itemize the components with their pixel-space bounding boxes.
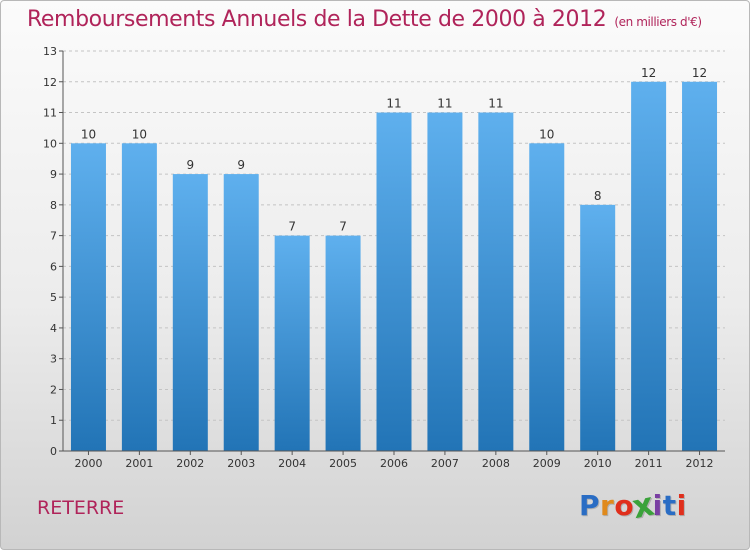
y-tick-label: 4	[50, 322, 57, 335]
bar	[529, 143, 565, 452]
data-label: 10	[132, 127, 147, 141]
y-tick-label: 8	[50, 199, 57, 212]
data-label: 11	[386, 97, 401, 111]
x-tick-label: 2001	[125, 457, 153, 470]
data-label: 7	[339, 220, 347, 234]
bar	[274, 235, 310, 451]
data-label: 10	[81, 127, 96, 141]
x-axis: 2000 2001 2002 2003 2004 2005 2006 2007 2008 2009…	[63, 450, 725, 470]
y-tick-label: 0	[50, 445, 57, 458]
data-label: 11	[437, 97, 452, 111]
place-name: RETERRE	[37, 497, 125, 519]
bar	[631, 81, 667, 452]
x-tick-label: 2003	[227, 457, 255, 470]
data-label: 12	[641, 66, 656, 80]
x-tick-label: 2007	[431, 457, 459, 470]
y-tick-label: 6	[50, 260, 57, 273]
bar	[70, 143, 106, 452]
x-tick-label: 2002	[176, 457, 204, 470]
bar	[325, 235, 361, 451]
y-tick-label: 5	[50, 291, 57, 304]
x-tick-label: 2004	[278, 457, 306, 470]
data-label: 11	[488, 97, 503, 111]
proxiti-logo: Proxiti	[579, 485, 687, 527]
y-tick-label: 3	[50, 353, 57, 366]
logo-letter: o	[614, 489, 635, 522]
bar	[172, 174, 208, 452]
bar	[223, 174, 259, 452]
bar	[478, 112, 514, 452]
logo-letter: r	[600, 489, 615, 522]
unit-subtitle: (en milliers d'€)	[614, 15, 702, 29]
x-tick-label: 2000	[74, 457, 102, 470]
data-label: 9	[186, 158, 194, 172]
data-label: 8	[594, 189, 602, 203]
y-tick-label: 11	[43, 107, 57, 120]
logo-letter: P	[579, 489, 601, 522]
y-tick-label: 12	[43, 76, 57, 89]
bar	[427, 112, 463, 452]
y-tick-label: 10	[43, 137, 57, 150]
chart-title: Remboursements Annuels de la Dette de 20…	[27, 7, 702, 32]
y-tick-label: 7	[50, 230, 57, 243]
logo-letter: i	[652, 489, 663, 522]
y-tick-label: 13	[43, 45, 57, 58]
bars: 10 10 9 9 7 7 11 11 11 10 8 12 12	[70, 66, 718, 452]
y-tick-label: 1	[50, 414, 57, 427]
x-tick-label: 2010	[584, 457, 612, 470]
bar	[121, 143, 157, 452]
title-text: Remboursements Annuels de la Dette de 20…	[27, 7, 607, 32]
logo-letter: t	[662, 489, 677, 522]
data-label: 12	[692, 66, 707, 80]
y-tick-label: 2	[50, 383, 57, 396]
x-tick-label: 2011	[635, 457, 663, 470]
logo-letter: i	[676, 489, 687, 522]
x-tick-label: 2009	[533, 457, 561, 470]
bar	[580, 204, 616, 451]
x-tick-label: 2006	[380, 457, 408, 470]
data-label: 7	[288, 220, 296, 234]
bar	[682, 81, 718, 452]
data-label: 9	[237, 158, 245, 172]
x-tick-label: 2005	[329, 457, 357, 470]
data-label: 10	[539, 127, 554, 141]
x-tick-label: 2008	[482, 457, 510, 470]
bar	[376, 112, 412, 452]
y-tick-label: 9	[50, 168, 57, 181]
x-tick-label: 2012	[686, 457, 714, 470]
